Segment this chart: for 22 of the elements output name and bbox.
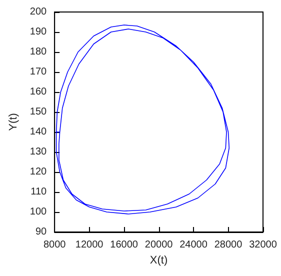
x-tick-label: 12000 — [75, 240, 104, 250]
x-tick-label: 20000 — [144, 240, 174, 250]
y-tick-label: 160 — [30, 86, 48, 98]
x-tick-label: 16000 — [110, 240, 138, 250]
y-tick-label: 110 — [30, 186, 48, 198]
y-tick-label: 150 — [30, 106, 48, 118]
line-series — [56, 24, 230, 214]
x-tick-label: 28000 — [214, 240, 243, 250]
y-tick-label: 100 — [30, 206, 48, 218]
y-tick-label: 90 — [35, 226, 48, 238]
x-tick-label: 24000 — [180, 240, 208, 250]
y-tick-label: 190 — [30, 26, 48, 38]
y-tick-label: 130 — [30, 146, 48, 158]
y-tick-label: 120 — [30, 166, 48, 178]
y-tick-label: 180 — [30, 46, 48, 58]
x-tick-label: 32000 — [249, 240, 278, 250]
y-tick-label: 170 — [30, 66, 48, 78]
y-axis-title: Y(t) — [8, 113, 20, 131]
x-axis-title: X(t) — [150, 254, 168, 266]
y-tick-label: 140 — [30, 126, 48, 138]
y-tick-label: 200 — [30, 6, 48, 18]
x-tick-label: 8000 — [43, 240, 66, 250]
